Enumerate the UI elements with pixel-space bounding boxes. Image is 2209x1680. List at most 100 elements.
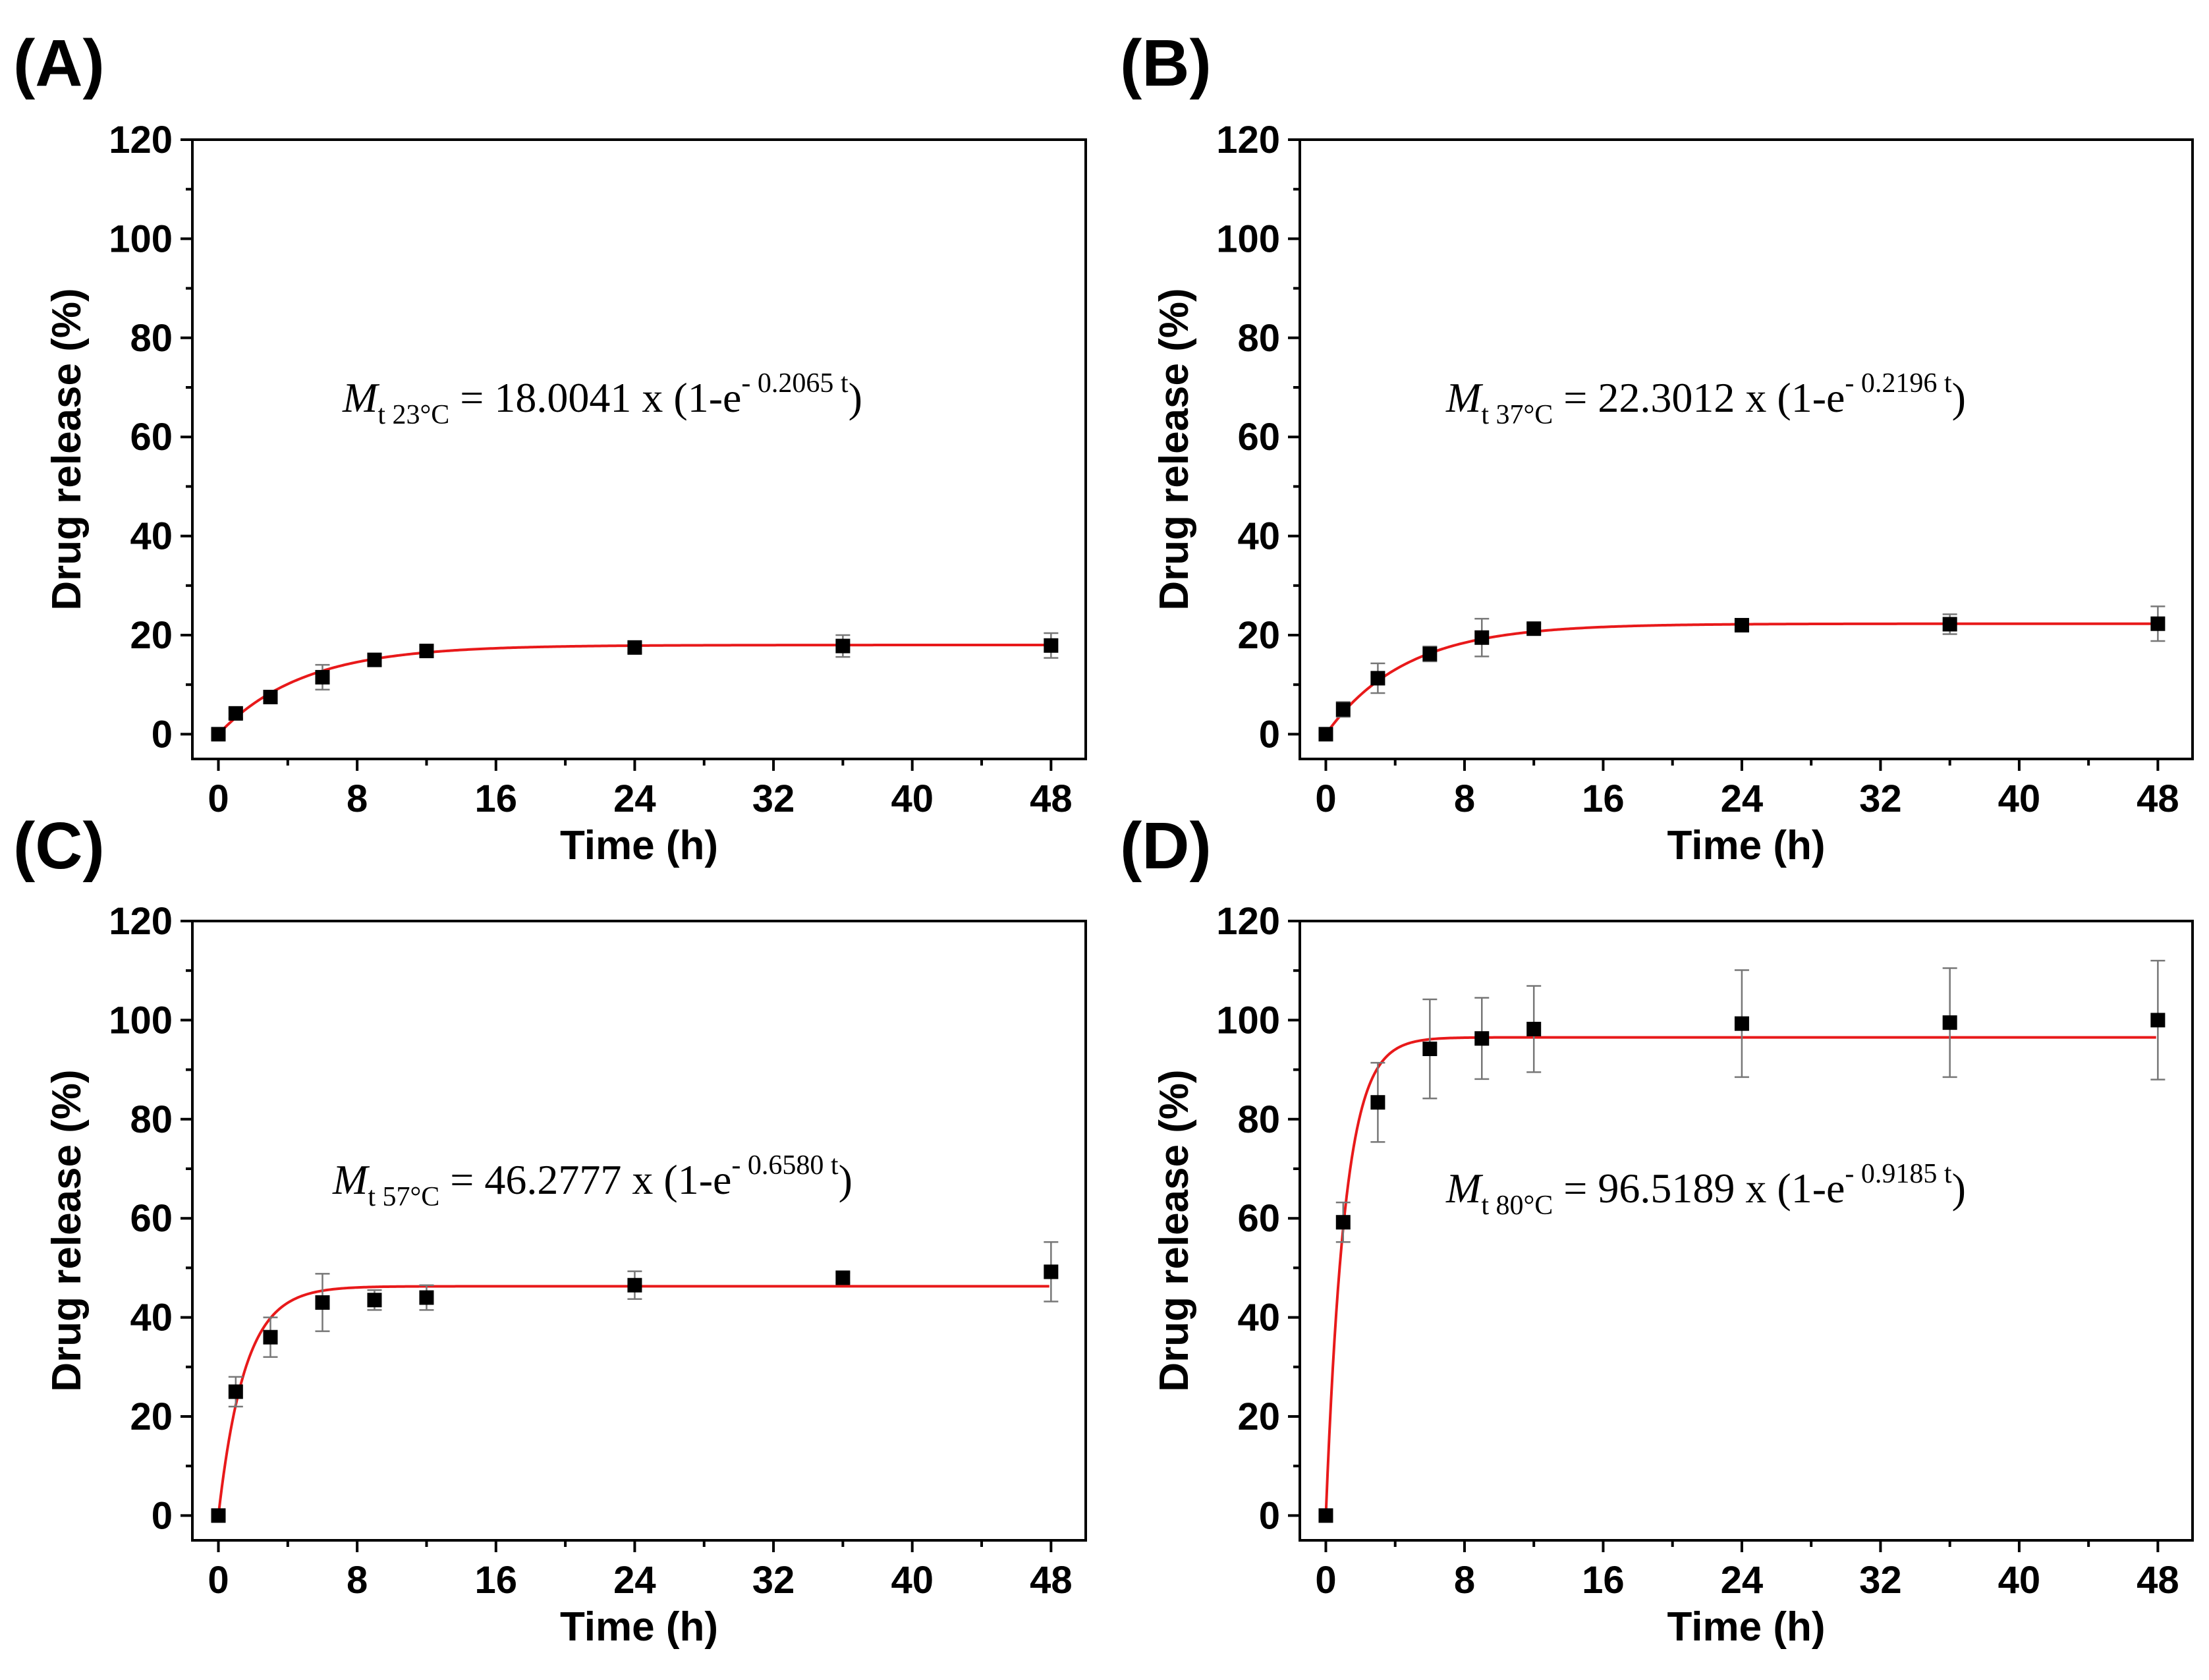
y-tick-label: 80 bbox=[130, 1098, 173, 1141]
x-tick-label: 0 bbox=[208, 1559, 229, 1602]
y-axis-title: Drug release (%) bbox=[44, 288, 90, 610]
plot-frame bbox=[1299, 920, 2194, 1542]
eq-exponent: - 0.2065 t bbox=[741, 368, 848, 399]
fit-curve bbox=[1324, 622, 2156, 735]
data-point bbox=[1335, 1215, 1351, 1230]
x-axis-title: Time (h) bbox=[560, 1604, 718, 1650]
eq-tail: ) bbox=[1952, 1165, 1966, 1212]
data-point bbox=[1335, 702, 1351, 717]
x-tick-label: 40 bbox=[891, 1559, 934, 1602]
x-tick-label: 32 bbox=[752, 1559, 795, 1602]
x-tick-label: 8 bbox=[1454, 777, 1475, 820]
y-tick-label: 100 bbox=[1216, 999, 1280, 1042]
y-tick-label: 40 bbox=[130, 515, 173, 558]
eq-lhs: M bbox=[332, 1156, 370, 1203]
data-point bbox=[228, 1384, 243, 1399]
data-point bbox=[263, 1330, 278, 1345]
y-tick-label: 40 bbox=[1237, 1297, 1280, 1339]
panel-label: (B) bbox=[1120, 26, 1212, 100]
eq-lhs: M bbox=[1445, 374, 1484, 421]
panel-label: (A) bbox=[13, 26, 105, 100]
x-tick-label: 48 bbox=[1030, 1559, 1073, 1602]
chart-panel-b: (B) 0 20 40 60 80 100 120 0 8 16 24 32 40 48 Time (h) Dr… bbox=[1120, 26, 2194, 868]
data-point bbox=[315, 1295, 330, 1310]
x-tick-label: 24 bbox=[613, 1559, 656, 1602]
y-tick-label: 60 bbox=[130, 416, 173, 459]
fit-curve bbox=[217, 644, 1049, 735]
data-point bbox=[211, 1508, 226, 1523]
data-point bbox=[1734, 1016, 1749, 1031]
chart-panel-c: (C) 0 20 40 60 80 100 120 0 8 16 24 32 40 48 Time (h) Dr… bbox=[13, 809, 1087, 1650]
y-tick-label: 20 bbox=[1237, 1395, 1280, 1438]
eq-subscript: t 80°C bbox=[1481, 1190, 1553, 1221]
chart-panel-d: (D) 0 20 40 60 80 100 120 0 8 16 24 32 40 48 Time (h) Dr… bbox=[1120, 809, 2194, 1650]
x-tick-label: 24 bbox=[613, 777, 656, 820]
y-tick-label: 120 bbox=[109, 119, 173, 161]
data-point bbox=[1526, 621, 1542, 636]
fit-curve bbox=[217, 1285, 1049, 1516]
data-point bbox=[419, 1290, 434, 1305]
x-tick-label: 8 bbox=[347, 1559, 368, 1602]
data-point bbox=[228, 706, 243, 721]
y-tick-label: 100 bbox=[109, 217, 173, 260]
data-point bbox=[1044, 1264, 1059, 1279]
x-tick-label: 8 bbox=[1454, 1559, 1475, 1602]
y-axis-title: Drug release (%) bbox=[1152, 288, 1197, 610]
y-axis-title: Drug release (%) bbox=[1152, 1069, 1197, 1391]
fit-equation: Mt 57°C = 46.2777 x (1-e- 0.6580 t) bbox=[332, 1150, 853, 1212]
data-point bbox=[1422, 646, 1438, 661]
x-axis-title: Time (h) bbox=[1667, 1604, 1826, 1650]
eq-middle: = 18.0041 x (1-e bbox=[449, 374, 741, 421]
data-point bbox=[1474, 630, 1490, 645]
y-tick-label: 80 bbox=[1237, 317, 1280, 360]
x-tick-label: 24 bbox=[1721, 1559, 1764, 1602]
x-tick-label: 32 bbox=[752, 777, 795, 820]
y-tick-label: 0 bbox=[152, 713, 173, 756]
data-point bbox=[211, 727, 226, 742]
eq-middle: = 22.3012 x (1-e bbox=[1553, 374, 1845, 421]
x-tick-label: 0 bbox=[208, 777, 229, 820]
data-point bbox=[1318, 1508, 1333, 1523]
fit-curve bbox=[1324, 1036, 2156, 1516]
data-point bbox=[367, 1293, 382, 1308]
eq-subscript: t 23°C bbox=[377, 400, 449, 430]
x-tick-label: 0 bbox=[1315, 1559, 1336, 1602]
x-tick-label: 24 bbox=[1721, 777, 1764, 820]
x-tick-label: 48 bbox=[2137, 1559, 2179, 1602]
data-point bbox=[835, 638, 851, 654]
y-tick-label: 40 bbox=[130, 1297, 173, 1339]
y-tick-label: 120 bbox=[1216, 900, 1280, 943]
data-point bbox=[1318, 727, 1333, 742]
plot-frame bbox=[1299, 138, 2194, 760]
y-tick-label: 60 bbox=[1237, 1197, 1280, 1240]
x-tick-label: 16 bbox=[475, 1559, 518, 1602]
y-tick-label: 120 bbox=[1216, 119, 1280, 161]
panel-label: (C) bbox=[13, 809, 105, 883]
y-tick-label: 80 bbox=[1237, 1098, 1280, 1141]
x-tick-label: 16 bbox=[1582, 1559, 1625, 1602]
eq-tail: ) bbox=[849, 374, 862, 421]
y-tick-label: 20 bbox=[130, 1395, 173, 1438]
x-axis-title: Time (h) bbox=[560, 823, 718, 868]
eq-exponent: - 0.9185 t bbox=[1845, 1159, 1951, 1189]
y-tick-label: 20 bbox=[1237, 614, 1280, 657]
data-point bbox=[1044, 638, 1059, 653]
x-tick-label: 8 bbox=[347, 777, 368, 820]
x-tick-label: 0 bbox=[1315, 777, 1336, 820]
fit-equation: Mt 37°C = 22.3012 x (1-e- 0.2196 t) bbox=[1445, 368, 1966, 430]
x-tick-label: 40 bbox=[1998, 1559, 2041, 1602]
x-tick-label: 32 bbox=[1859, 1559, 1902, 1602]
x-tick-label: 48 bbox=[2137, 777, 2179, 820]
y-axis-title: Drug release (%) bbox=[44, 1069, 90, 1391]
y-tick-label: 0 bbox=[152, 1494, 173, 1537]
y-tick-label: 60 bbox=[1237, 416, 1280, 459]
eq-subscript: t 57°C bbox=[368, 1182, 439, 1212]
data-point bbox=[2150, 616, 2166, 631]
eq-middle: = 46.2777 x (1-e bbox=[439, 1156, 731, 1203]
x-tick-label: 40 bbox=[891, 777, 934, 820]
eq-exponent: - 0.2196 t bbox=[1845, 368, 1951, 399]
data-point bbox=[2150, 1013, 2166, 1028]
y-tick-label: 120 bbox=[109, 900, 173, 943]
y-tick-label: 80 bbox=[130, 317, 173, 360]
data-point bbox=[419, 644, 434, 659]
